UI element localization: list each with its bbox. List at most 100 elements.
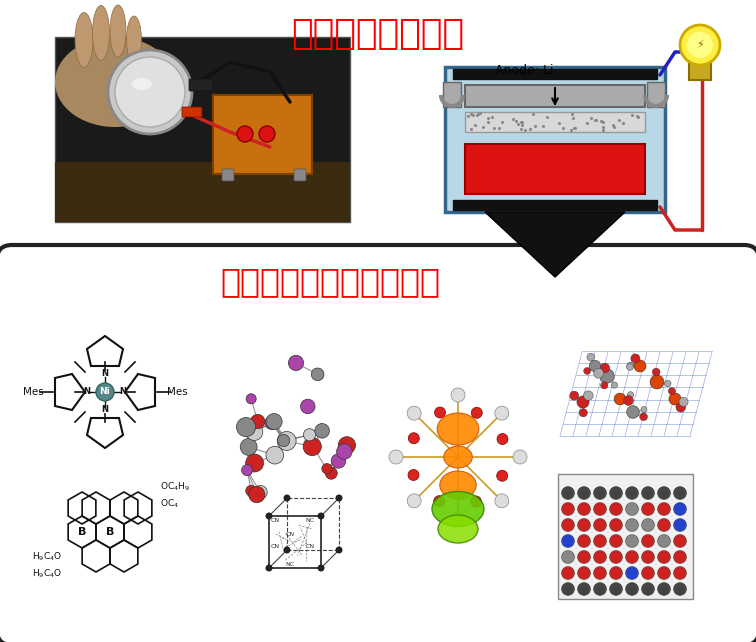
Circle shape xyxy=(562,535,575,548)
Circle shape xyxy=(578,582,590,596)
Circle shape xyxy=(624,395,634,406)
Circle shape xyxy=(237,126,253,142)
Text: N: N xyxy=(83,388,91,397)
Circle shape xyxy=(265,416,278,429)
Circle shape xyxy=(658,535,671,548)
Circle shape xyxy=(584,367,590,374)
Text: N: N xyxy=(119,388,126,397)
Circle shape xyxy=(668,388,675,395)
FancyBboxPatch shape xyxy=(689,56,711,80)
FancyBboxPatch shape xyxy=(465,85,645,107)
Circle shape xyxy=(408,433,420,444)
Circle shape xyxy=(593,550,606,564)
Circle shape xyxy=(674,566,686,580)
FancyBboxPatch shape xyxy=(222,169,234,181)
Circle shape xyxy=(625,487,639,499)
Circle shape xyxy=(593,487,606,499)
Text: Ni: Ni xyxy=(100,388,110,397)
Circle shape xyxy=(266,446,284,464)
Circle shape xyxy=(658,519,671,532)
Circle shape xyxy=(562,582,575,596)
FancyBboxPatch shape xyxy=(294,169,306,181)
Ellipse shape xyxy=(440,471,476,499)
FancyBboxPatch shape xyxy=(189,79,213,91)
Circle shape xyxy=(331,454,345,468)
Circle shape xyxy=(408,469,419,480)
Ellipse shape xyxy=(438,515,478,543)
Circle shape xyxy=(577,396,589,408)
Circle shape xyxy=(627,406,640,419)
Text: $\mathregular{OC_4H_9}$: $\mathregular{OC_4H_9}$ xyxy=(160,481,191,493)
Circle shape xyxy=(115,57,185,127)
Circle shape xyxy=(336,444,352,459)
Circle shape xyxy=(288,355,304,370)
Circle shape xyxy=(578,566,590,580)
Circle shape xyxy=(578,519,590,532)
Circle shape xyxy=(625,519,639,532)
Circle shape xyxy=(237,417,256,437)
Circle shape xyxy=(658,566,671,580)
Circle shape xyxy=(674,503,686,516)
Circle shape xyxy=(318,512,324,519)
Circle shape xyxy=(609,503,622,516)
Text: Mes: Mes xyxy=(23,387,43,397)
Circle shape xyxy=(658,503,671,516)
Circle shape xyxy=(627,363,634,370)
Circle shape xyxy=(277,435,290,447)
Circle shape xyxy=(652,368,660,376)
Circle shape xyxy=(642,503,655,516)
Circle shape xyxy=(249,487,265,503)
Circle shape xyxy=(578,535,590,548)
Circle shape xyxy=(407,406,421,420)
Circle shape xyxy=(471,407,482,419)
FancyBboxPatch shape xyxy=(0,245,756,642)
Circle shape xyxy=(593,519,606,532)
Circle shape xyxy=(250,414,265,429)
Circle shape xyxy=(665,380,671,387)
Circle shape xyxy=(642,487,655,499)
Circle shape xyxy=(642,582,655,596)
Text: N: N xyxy=(101,406,109,415)
Circle shape xyxy=(96,383,114,401)
Circle shape xyxy=(253,485,268,499)
Text: CN: CN xyxy=(271,517,280,523)
Text: NC: NC xyxy=(286,562,295,566)
Circle shape xyxy=(240,438,257,455)
Circle shape xyxy=(601,382,608,389)
Circle shape xyxy=(562,566,575,580)
Circle shape xyxy=(593,535,606,548)
Circle shape xyxy=(336,494,342,501)
Circle shape xyxy=(246,485,257,496)
Circle shape xyxy=(631,354,640,363)
Circle shape xyxy=(562,503,575,516)
Circle shape xyxy=(674,582,686,596)
FancyBboxPatch shape xyxy=(465,144,645,194)
Circle shape xyxy=(679,397,688,406)
Ellipse shape xyxy=(110,5,126,57)
Circle shape xyxy=(593,503,606,516)
Circle shape xyxy=(578,550,590,564)
Circle shape xyxy=(669,393,681,405)
Ellipse shape xyxy=(132,78,152,90)
Circle shape xyxy=(311,368,324,381)
Circle shape xyxy=(242,465,253,476)
Circle shape xyxy=(642,550,655,564)
FancyBboxPatch shape xyxy=(445,67,665,212)
Circle shape xyxy=(266,413,282,429)
Circle shape xyxy=(562,519,575,532)
Circle shape xyxy=(625,550,639,564)
Text: CN: CN xyxy=(286,532,295,537)
Circle shape xyxy=(265,564,272,571)
Circle shape xyxy=(600,369,614,383)
FancyBboxPatch shape xyxy=(182,107,202,117)
Circle shape xyxy=(434,496,445,507)
Circle shape xyxy=(627,392,634,398)
Ellipse shape xyxy=(437,413,479,445)
Circle shape xyxy=(435,407,445,418)
Text: $\mathregular{H_9C_4O}$: $\mathregular{H_9C_4O}$ xyxy=(32,568,62,580)
Circle shape xyxy=(642,519,655,532)
FancyBboxPatch shape xyxy=(465,112,645,132)
Circle shape xyxy=(674,550,686,564)
Text: Anode: Li: Anode: Li xyxy=(495,64,553,77)
Circle shape xyxy=(284,494,290,501)
